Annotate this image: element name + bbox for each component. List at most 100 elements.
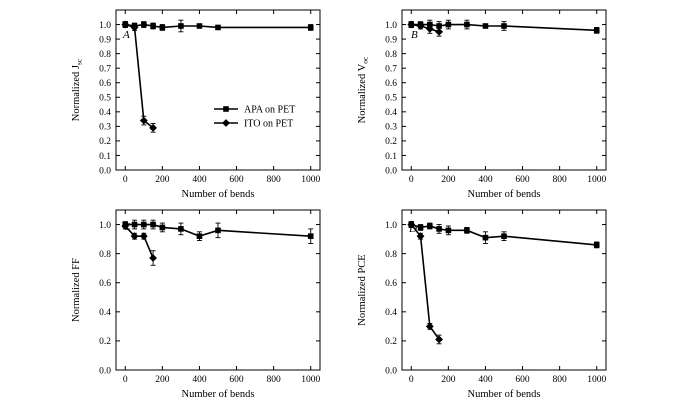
plot-frame [115,209,321,371]
data-point [141,21,147,28]
data-point [407,20,416,29]
x-tick-label: 0 [123,175,128,185]
x-tick-label: 800 [553,375,568,385]
y-tick-label: 0.9 [385,35,397,45]
data-point [178,23,184,29]
data-point [130,232,139,241]
y-axis-title-main: Normalized PCE [357,254,368,325]
data-point [150,23,156,29]
x-tick-label: 600 [229,175,244,185]
panel-A: 0 200 400 600 800 1000 0.0 0.1 0.2 0.3 0.4 0.5 0.6 0.… [71,9,321,200]
panel-D: 0 200 400 600 800 1000 0.0 0.2 0.4 0.6 0.8 1.0 Numbe… [357,209,607,400]
y-axis-title: Normalized Jsc [71,58,84,121]
data-point [482,23,489,29]
series-ito [121,222,157,266]
y-tick-label: 0.1 [99,152,111,162]
y-axis-title-main: Normalized J [71,65,82,121]
data-point [121,20,130,29]
legend-label: ITO on PET [244,119,293,130]
data-point [416,22,425,30]
y-axis-title-main: Normalized V [357,63,368,123]
y-tick-label: 0.7 [385,64,397,74]
y-tick-label: 0.7 [99,64,111,74]
y-tick-label: 0.1 [385,152,397,162]
data-point [435,27,443,36]
y-tick-label: 0.6 [385,279,397,289]
data-point [178,226,184,232]
x-tick-label: 200 [155,375,170,385]
y-tick-label: 1.0 [385,221,397,231]
y-axis-title: Normalized Voc [357,56,370,123]
x-tick-label: 800 [267,175,282,185]
data-point [307,24,314,31]
data-point [150,221,156,228]
panel-label: A [122,29,130,41]
plot-frame [401,209,607,371]
x-axis-title: Number of bends [468,189,541,200]
data-point [416,232,425,241]
data-point [593,27,600,34]
x-tick-label: 400 [478,175,493,185]
y-tick-label: 0.6 [385,79,397,89]
data-point [427,223,433,229]
data-point [141,221,147,228]
x-tick-label: 600 [229,375,244,385]
data-point [464,21,470,28]
y-tick-label: 0.0 [385,166,397,176]
data-point [139,232,148,241]
panel-label: B [411,29,418,41]
data-point [139,116,148,125]
data-point [307,233,314,239]
data-point [215,227,221,234]
x-tick-label: 600 [515,175,530,185]
y-tick-label: 0.5 [385,94,397,104]
data-point [130,23,139,32]
y-tick-label: 0.8 [99,50,111,60]
x-tick-label: 400 [192,375,207,385]
data-point [196,23,203,29]
legend-label: APA on PET [244,105,295,116]
series-line [410,224,440,340]
series-line [125,23,154,129]
y-axis-title-sub: oc [361,56,370,64]
panel-C: 0 200 400 600 800 1000 0.0 0.2 0.4 0.6 0.8 1.0 Numbe… [71,209,321,400]
data-point [417,224,424,231]
y-tick-label: 0.6 [99,279,111,289]
data-point [593,242,600,248]
y-tick-label: 0.3 [385,123,397,133]
x-tick-label: 200 [155,175,170,185]
y-tick-label: 0.0 [99,166,111,176]
y-tick-label: 0.4 [99,108,111,118]
data-point [425,25,434,33]
panel-label: D [408,223,417,235]
legend-item-ito: ITO on PET [214,119,293,130]
series-line [411,23,440,33]
y-tick-label: 0.0 [385,366,397,376]
data-point [501,233,507,239]
data-point [501,23,507,29]
data-point [445,227,452,234]
y-tick-label: 0.5 [99,94,111,104]
legend-item-apa: APA on PET [214,105,295,116]
data-point [436,226,442,232]
data-point [464,227,470,234]
x-axis-title: Number of bends [182,189,255,200]
series-ito [121,20,157,133]
y-tick-label: 1.0 [99,221,111,231]
series-apa [122,219,314,244]
y-tick-label: 1.0 [385,21,397,31]
y-tick-label: 0.2 [385,337,397,347]
data-point [159,224,166,231]
x-tick-label: 0 [409,375,414,385]
y-tick-label: 0.0 [99,366,111,376]
x-tick-label: 1000 [587,175,606,185]
y-axis-title-main: Normalized FF [71,258,82,322]
data-point [407,220,416,229]
x-tick-label: 600 [515,375,530,385]
x-tick-label: 400 [192,175,207,185]
series-ito [407,20,443,37]
x-tick-label: 0 [123,375,128,385]
data-point [215,24,221,31]
series-line [124,225,154,259]
